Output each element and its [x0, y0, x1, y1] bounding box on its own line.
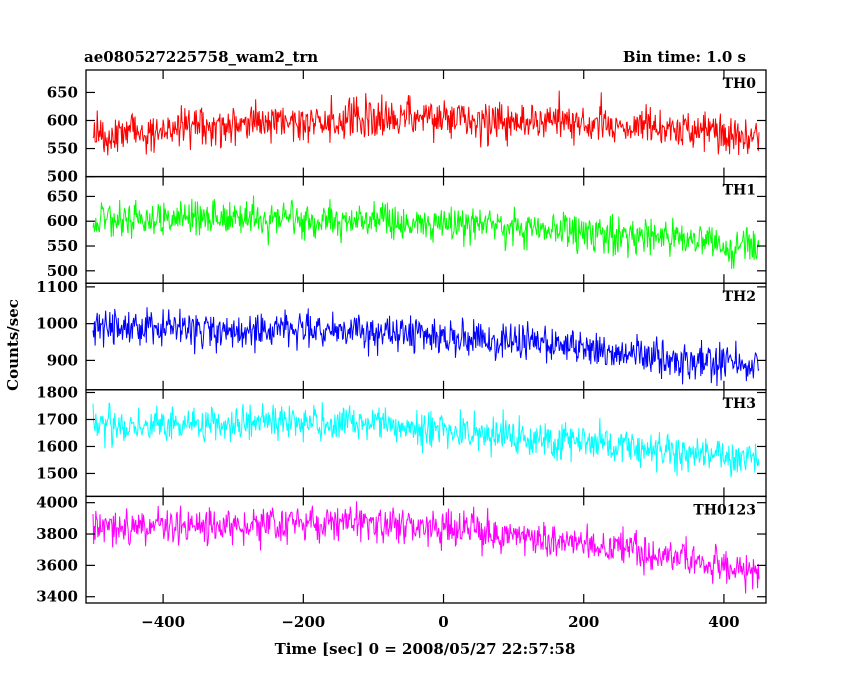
- panel-label-th0123: TH0123: [693, 502, 756, 518]
- chart-title: ae080527225758_wam2_trn: [84, 48, 318, 66]
- y-tick-label: 900: [47, 351, 78, 369]
- y-tick-label: 650: [47, 187, 78, 205]
- y-tick-label: 500: [47, 262, 78, 280]
- y-tick-label: 600: [47, 212, 78, 230]
- y-axis-label: Counts/sec: [4, 299, 22, 391]
- panel-th1: 500 550 600 650 TH1: [47, 175, 767, 284]
- panel-frame-th0123: [85, 495, 767, 604]
- y-tick-label: 600: [47, 111, 78, 129]
- panel-th2: 900 1000 1100 TH2: [36, 278, 767, 391]
- series-line-th0123: [92, 501, 760, 594]
- series-line-th3: [92, 402, 760, 478]
- x-tick-label: −200: [281, 613, 325, 631]
- panel-label-th1: TH1: [723, 183, 756, 199]
- panel-label-th2: TH2: [723, 289, 756, 305]
- y-tick-label: 650: [47, 83, 78, 101]
- panel-label-th0: TH0: [723, 76, 757, 92]
- y-tick-label: 4000: [36, 494, 78, 512]
- x-tick-label: 0: [438, 613, 448, 631]
- series-line-th1: [92, 195, 760, 269]
- y-tick-label: 3400: [36, 588, 78, 606]
- series-line-th2: [92, 307, 760, 387]
- x-axis-label: Time [sec] 0 = 2008/05/27 22:57:58: [275, 640, 576, 658]
- panel-th0123: 3400 3600 3800 4000 TH0123: [36, 494, 767, 606]
- bin-time-label: Bin time: 1.0 s: [623, 48, 746, 66]
- y-tick-label: 500: [47, 168, 78, 186]
- x-tick-label: 400: [708, 613, 739, 631]
- y-tick-label: 1000: [36, 315, 78, 333]
- panels-group: 500 550 600 650 TH0 500 550 600 650 TH1 900 1000 110…: [36, 69, 767, 606]
- y-tick-label: 550: [47, 237, 78, 255]
- panel-th3: 1500 1600 1700 1800 TH3: [36, 383, 767, 498]
- panel-th0: 500 550 600 650 TH0: [47, 69, 767, 186]
- x-tick-label: 200: [568, 613, 599, 631]
- y-tick-label: 1100: [36, 278, 78, 296]
- y-tick-label: 1600: [36, 437, 78, 455]
- panel-label-th3: TH3: [723, 396, 756, 412]
- y-tick-label: 3800: [36, 525, 78, 543]
- y-tick-label: 3600: [36, 556, 78, 574]
- y-tick-label: 1500: [36, 464, 78, 482]
- series-line-th0: [92, 90, 760, 156]
- y-tick-label: 1800: [36, 383, 78, 401]
- x-tick-label: −400: [141, 613, 185, 631]
- x-axis: −400 −200 0 200 400: [141, 613, 739, 631]
- y-tick-label: 550: [47, 140, 78, 158]
- panel-frame-th3: [85, 389, 767, 498]
- y-tick-label: 1700: [36, 410, 78, 428]
